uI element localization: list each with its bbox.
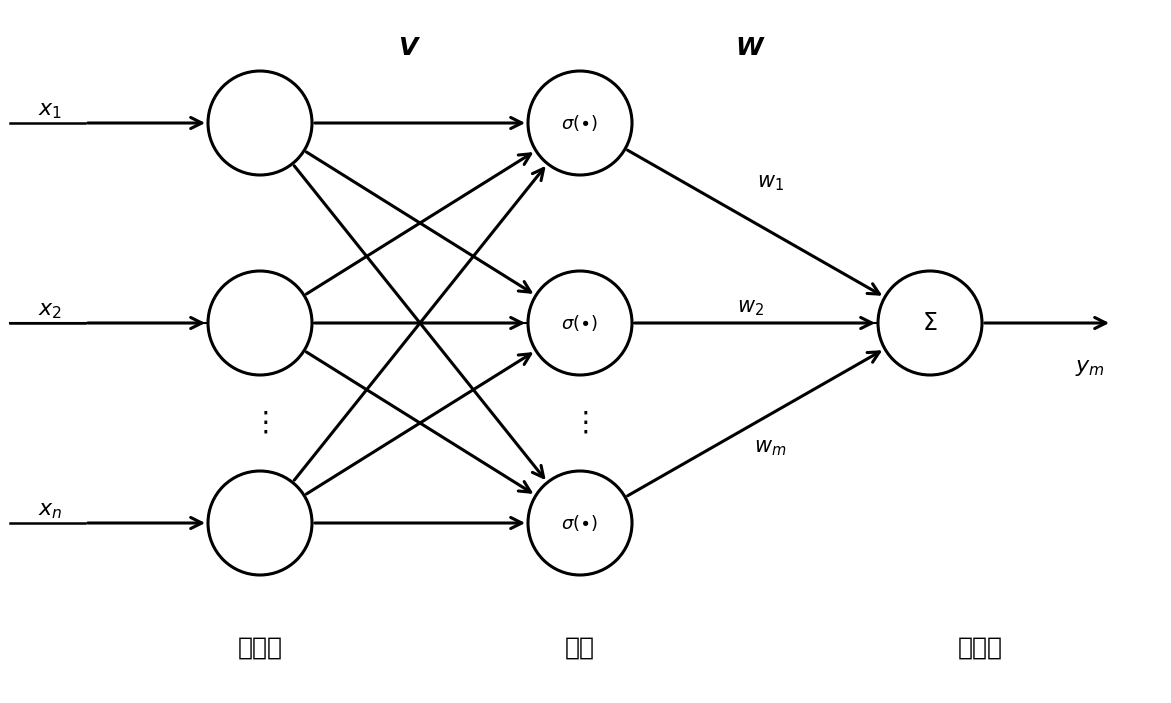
Text: $\sigma(\bullet)$: $\sigma(\bullet)$ xyxy=(561,513,598,533)
Ellipse shape xyxy=(208,71,311,175)
Ellipse shape xyxy=(528,471,632,575)
Text: 隐层: 隐层 xyxy=(564,636,595,660)
Ellipse shape xyxy=(878,271,982,375)
Text: $y_m$: $y_m$ xyxy=(1075,358,1105,378)
Text: 输出层: 输出层 xyxy=(958,636,1002,660)
Text: $x_n$: $x_n$ xyxy=(37,501,62,521)
Text: $x_1$: $x_1$ xyxy=(37,101,62,121)
Text: $w_1$: $w_1$ xyxy=(756,173,783,193)
Ellipse shape xyxy=(528,71,632,175)
Text: $x_2$: $x_2$ xyxy=(37,301,62,321)
Text: $\vdots$: $\vdots$ xyxy=(571,409,589,437)
Text: $\boldsymbol{W}$: $\boldsymbol{W}$ xyxy=(734,36,766,60)
Ellipse shape xyxy=(208,271,311,375)
Text: $\sigma(\bullet)$: $\sigma(\bullet)$ xyxy=(561,113,598,133)
Text: $\Sigma$: $\Sigma$ xyxy=(923,311,938,335)
Ellipse shape xyxy=(208,471,311,575)
Ellipse shape xyxy=(528,271,632,375)
Text: $w_2$: $w_2$ xyxy=(737,298,763,318)
Text: $w_m$: $w_m$ xyxy=(754,438,786,458)
Text: $\vdots$: $\vdots$ xyxy=(252,409,268,437)
Text: $\boldsymbol{V}$: $\boldsymbol{V}$ xyxy=(398,36,422,60)
Text: 输入层: 输入层 xyxy=(238,636,282,660)
Text: $\sigma(\bullet)$: $\sigma(\bullet)$ xyxy=(561,313,598,333)
